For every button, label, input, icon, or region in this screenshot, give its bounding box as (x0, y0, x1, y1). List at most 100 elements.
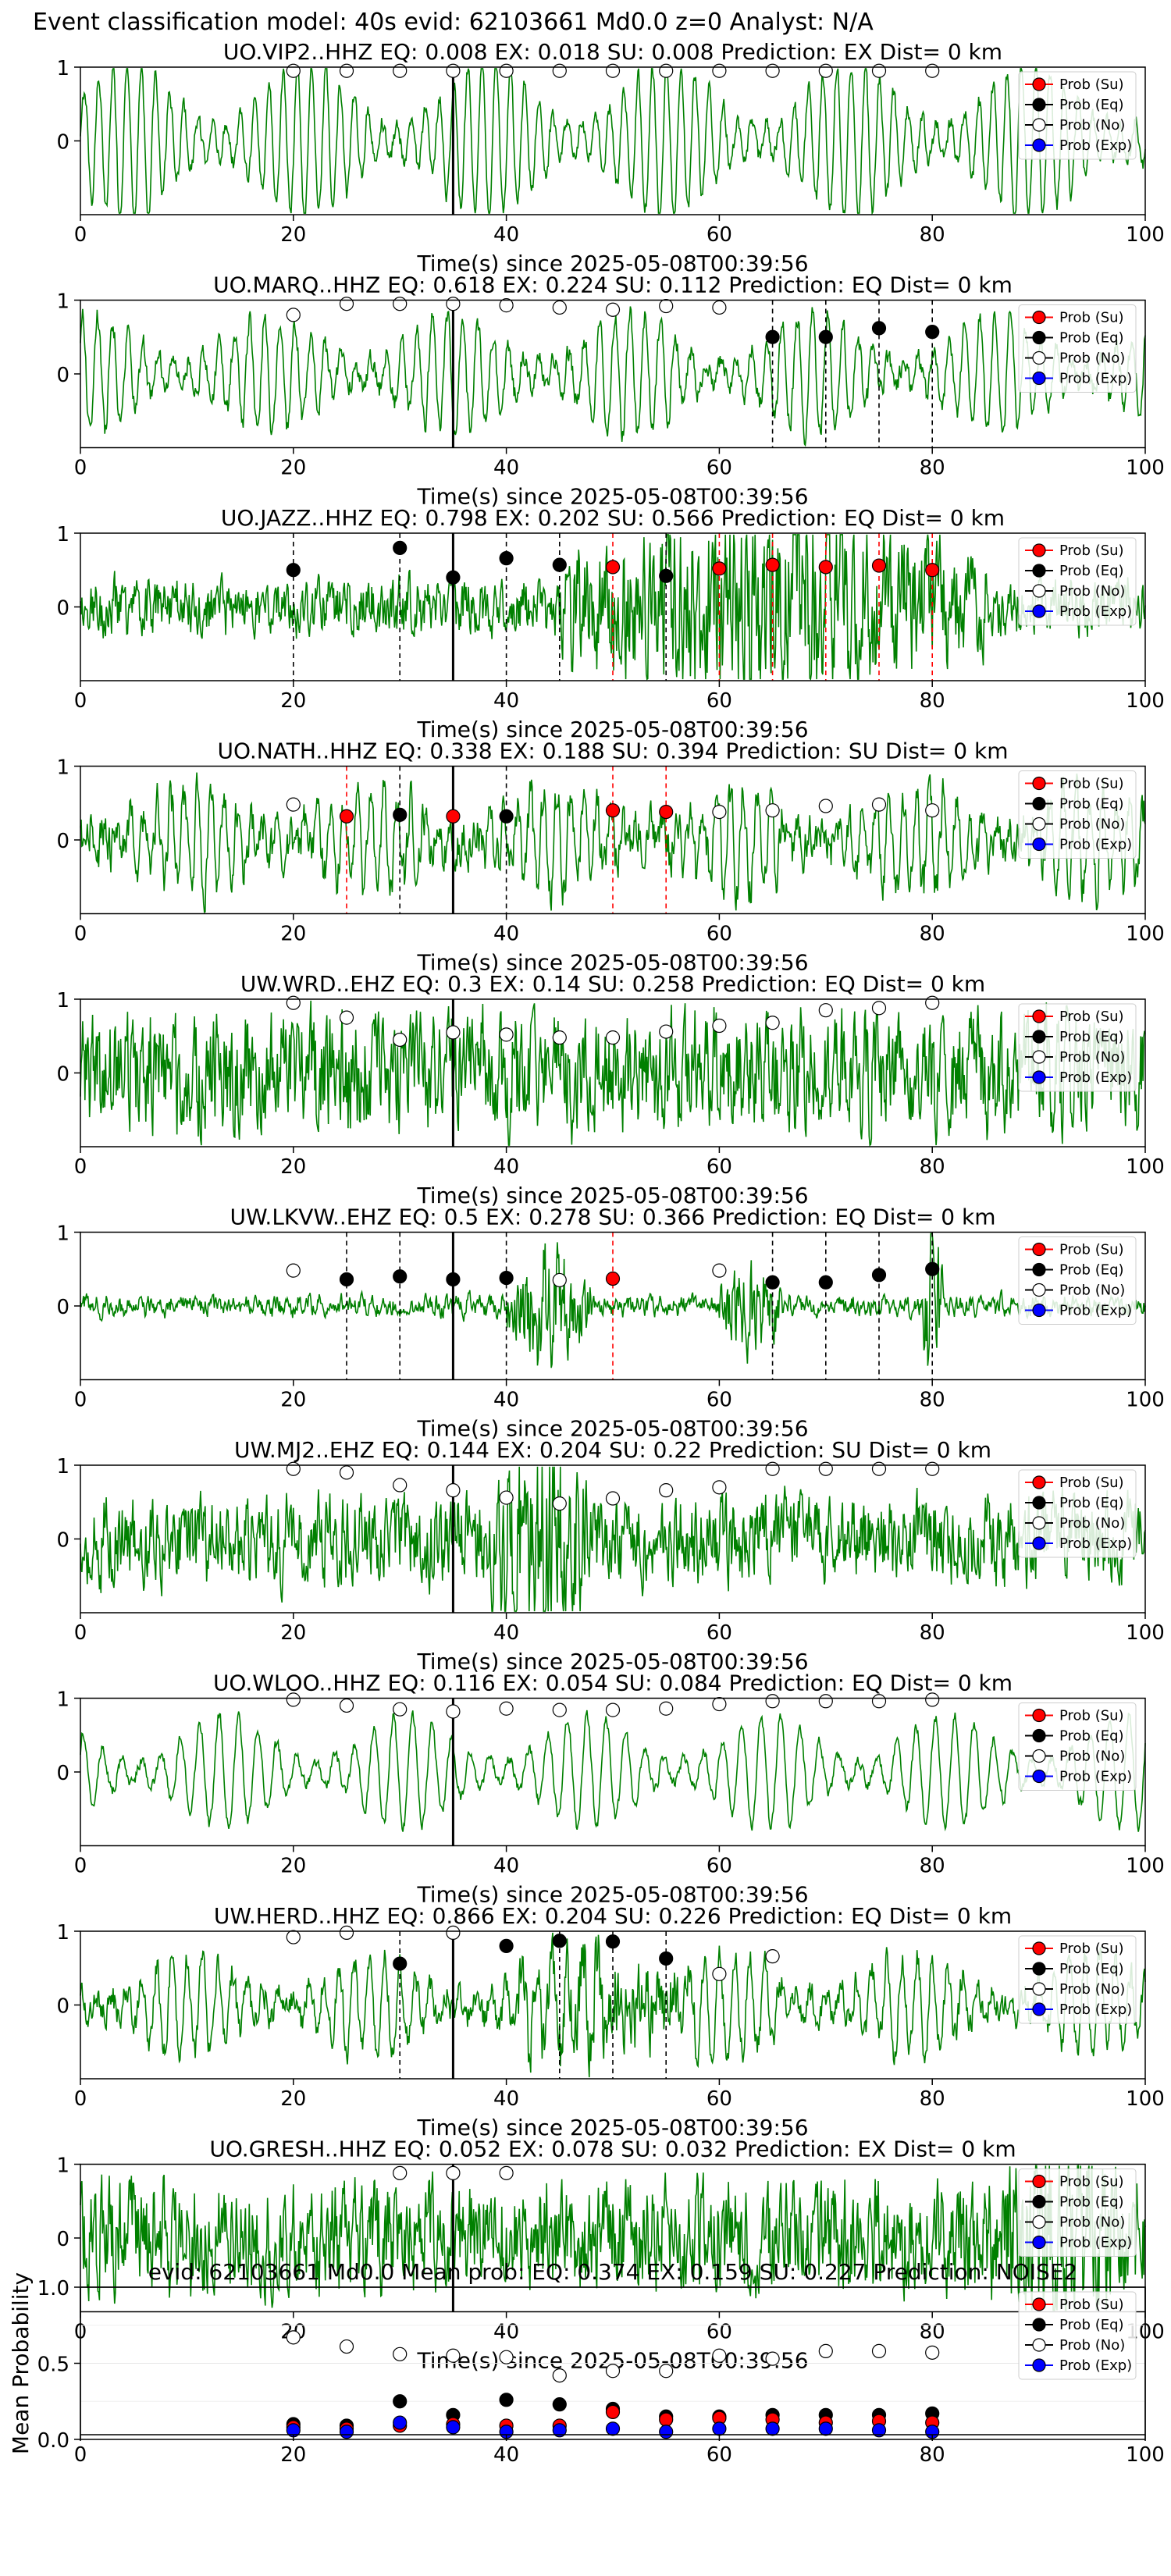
prob-marker-no (818, 1461, 833, 1476)
mean-marker-no (659, 2364, 674, 2379)
mean-marker-no (925, 2345, 940, 2360)
legend-label: Prob (Exp) (1059, 371, 1132, 387)
prob-marker-no (765, 1949, 780, 1964)
waveform-panel: UO.WLOO..HHZ EQ: 0.116 EX: 0.054 SU: 0.0… (56, 1670, 1164, 1908)
legend-marker-eq (1032, 2318, 1046, 2332)
prob-marker-no (339, 1465, 354, 1480)
legend-label: Prob (Eq) (1059, 1262, 1124, 1279)
legend (1018, 1236, 1137, 1325)
axes-frame (80, 532, 1146, 681)
x-tick-label: 80 (920, 223, 945, 247)
mean-axes-frame (80, 2286, 1146, 2440)
y-tick-label: 0.5 (37, 2354, 69, 2377)
panel-title: UO.VIP2..HHZ EQ: 0.008 EX: 0.018 SU: 0.0… (223, 39, 1002, 65)
x-tick-label: 60 (707, 1855, 732, 1878)
prob-marker-no (871, 63, 887, 78)
prob-marker-no (871, 1001, 887, 1016)
prob-marker-eq (339, 1272, 354, 1287)
legend-marker-eq (1032, 98, 1046, 112)
legend-label: Prob (Eq) (1059, 1961, 1124, 1977)
x-tick-label: 20 (280, 2443, 306, 2467)
x-tick-label: 60 (707, 1389, 732, 1412)
x-axis-label: Time(s) since 2025-05-08T00:39:56 (416, 1183, 808, 1208)
legend-marker-exp (1032, 371, 1046, 386)
mean-marker-su (659, 2412, 674, 2427)
mean-marker-exp (659, 2425, 674, 2439)
legend-marker-eq (1032, 330, 1046, 345)
legend-marker-eq (1032, 796, 1046, 811)
prob-marker-no (605, 1703, 621, 1717)
legend-label: Prob (No) (1059, 1515, 1125, 1532)
legend-label: Prob (No) (1059, 2337, 1125, 2354)
prob-marker-eq (871, 1268, 887, 1283)
prob-marker-su (765, 557, 780, 572)
prob-marker-no (286, 1263, 301, 1278)
prob-marker-su (659, 804, 674, 820)
x-tick-label: 40 (493, 2087, 519, 2111)
legend-label: Prob (Exp) (1059, 1069, 1132, 1086)
legend-label: Prob (No) (1059, 1049, 1125, 1066)
legend-marker-exp (1032, 2002, 1046, 2016)
prob-marker-eq (552, 557, 567, 572)
waveform-trace (80, 1000, 1146, 1147)
x-axis-label: Time(s) since 2025-05-08T00:39:56 (416, 1416, 808, 1442)
legend-marker-eq (1032, 1496, 1046, 1510)
prob-marker-no (925, 63, 940, 78)
mean-marker-no (552, 2368, 567, 2383)
panel-title: UO.NATH..HHZ EQ: 0.338 EX: 0.188 SU: 0.3… (217, 738, 1008, 764)
prob-marker-no (499, 63, 514, 78)
prob-marker-no (446, 1483, 461, 1498)
prob-marker-eq (765, 1275, 780, 1290)
legend-label: Prob (No) (1059, 817, 1125, 833)
mean-marker-no (499, 2350, 514, 2364)
legend-marker-exp (1032, 1536, 1046, 1550)
x-tick-label: 60 (707, 2443, 732, 2467)
mean-marker-exp (446, 2420, 461, 2435)
prob-marker-eq (605, 1934, 621, 1949)
x-tick-label: 20 (280, 2087, 306, 2111)
mean-marker-exp (765, 2421, 780, 2436)
prob-marker-no (499, 1027, 514, 1042)
prob-marker-no (818, 63, 833, 78)
prob-marker-no (871, 1694, 887, 1709)
prob-marker-no (712, 1263, 727, 1278)
legend (1018, 2169, 1137, 2257)
prob-marker-no (446, 297, 461, 311)
waveform-trace (80, 306, 1146, 447)
legend-marker-no (1032, 2215, 1046, 2229)
legend-marker-eq (1032, 1962, 1046, 1976)
legend-marker-su (1032, 1708, 1046, 1723)
legend-label: Prob (Eq) (1059, 563, 1124, 579)
x-tick-label: 80 (920, 1855, 945, 1878)
mean-marker-exp (871, 2423, 887, 2438)
x-tick-label: 20 (280, 689, 306, 713)
x-tick-label: 20 (280, 1621, 306, 1645)
legend-label: Prob (Exp) (1059, 1303, 1132, 1319)
prob-marker-no (499, 2165, 514, 2180)
prob-marker-no (286, 308, 301, 322)
prob-marker-su (818, 560, 833, 575)
y-tick-label: 0 (56, 1762, 69, 1785)
prob-marker-eq (818, 1275, 833, 1290)
x-tick-label: 20 (280, 223, 306, 247)
y-tick-label: 1 (56, 1222, 69, 1246)
legend-label: Prob (Su) (1059, 2174, 1124, 2190)
y-tick-label: 0 (56, 597, 69, 621)
prob-marker-no (765, 1461, 780, 1476)
x-tick-label: 100 (1126, 1855, 1165, 1878)
prob-marker-no (499, 298, 514, 313)
prob-marker-no (765, 63, 780, 78)
mean-marker-exp (552, 2423, 567, 2438)
legend-label: Prob (Su) (1059, 76, 1124, 93)
legend-marker-eq (1032, 1262, 1046, 1277)
prob-marker-no (712, 300, 727, 315)
mean-marker-eq (393, 2394, 408, 2409)
mean-marker-no (712, 2348, 727, 2363)
legend-marker-su (1032, 776, 1046, 791)
prob-marker-no (925, 1692, 940, 1707)
y-tick-label: 0 (56, 830, 69, 853)
mean-marker-exp (818, 2421, 833, 2436)
legend-marker-su (1032, 2174, 1046, 2189)
prob-marker-no (393, 1702, 408, 1717)
mean-marker-no (605, 2364, 621, 2379)
